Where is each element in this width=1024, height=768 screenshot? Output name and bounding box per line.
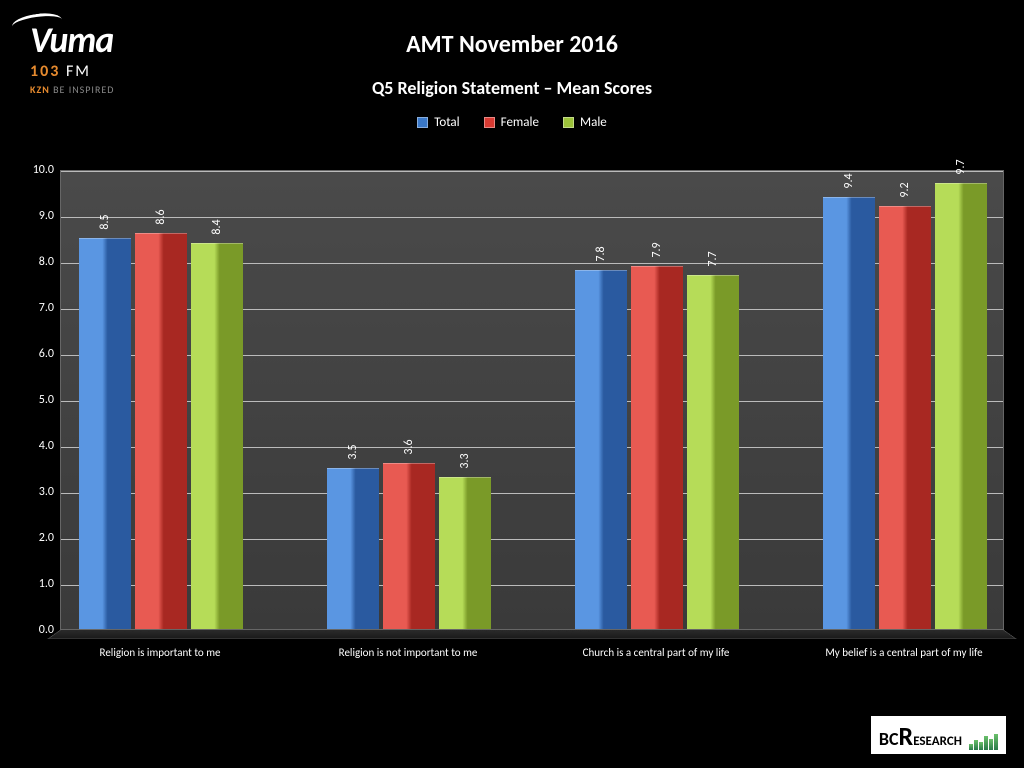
- bar-value-label: 7.7: [705, 246, 720, 272]
- y-tick-label: 4.0: [39, 439, 54, 453]
- bar: 7.8: [575, 270, 627, 629]
- x-category-label: My belief is a central part of my life: [825, 646, 982, 659]
- legend-swatch: [417, 117, 428, 128]
- chart-floor: [47, 630, 1017, 639]
- bar-value-label: 3.3: [457, 448, 472, 474]
- gridline: [61, 171, 1003, 172]
- y-tick-label: 3.0: [39, 485, 54, 499]
- brand-logo: Vuma 103 FM KZN BE INSPIRED: [30, 18, 114, 96]
- bar: 7.7: [687, 275, 739, 629]
- bars-icon: [968, 728, 998, 750]
- legend-label: Male: [580, 115, 607, 130]
- x-axis: Religion is important to me Religion is n…: [60, 646, 1004, 676]
- bar-value-label: 9.4: [841, 168, 856, 194]
- legend-item: Male: [563, 115, 607, 130]
- title-block: AMT November 2016 Q5 Religion Statement …: [0, 0, 1024, 130]
- y-tick-label: 1.0: [39, 577, 54, 591]
- y-tick-label: 6.0: [39, 347, 54, 361]
- bar-value-label: 8.5: [97, 209, 112, 235]
- research-logo: BCRESEARCH: [871, 716, 1006, 754]
- bar: 3.6: [383, 463, 435, 629]
- plot-area: 8.58.68.43.53.63.37.87.97.79.49.29.7: [60, 170, 1004, 630]
- bar: 8.5: [79, 238, 131, 629]
- bar: 9.2: [879, 206, 931, 629]
- legend-swatch: [484, 117, 495, 128]
- x-category-label: Religion is important to me: [100, 646, 221, 659]
- brand-frequency: 103 FM: [30, 62, 114, 81]
- bar: 8.6: [135, 233, 187, 629]
- y-tick-label: 8.0: [39, 255, 54, 269]
- bar: 9.4: [823, 197, 875, 629]
- legend-item: Female: [484, 115, 539, 130]
- legend-swatch: [563, 117, 574, 128]
- bar: 8.4: [191, 243, 243, 629]
- bar-value-label: 3.6: [401, 434, 416, 460]
- bar-value-label: 9.2: [897, 177, 912, 203]
- bar: 3.3: [439, 477, 491, 629]
- bar-value-label: 7.8: [593, 241, 608, 267]
- legend-label: Female: [501, 115, 539, 130]
- legend-label: Total: [434, 115, 459, 130]
- legend-item: Total: [417, 115, 459, 130]
- brand-tagline: KZN BE INSPIRED: [30, 83, 114, 96]
- y-tick-label: 7.0: [39, 301, 54, 315]
- y-axis: 0.01.02.03.04.05.06.07.08.09.010.0: [20, 170, 60, 630]
- chart-legend: Total Female Male: [0, 115, 1024, 130]
- page-title: AMT November 2016: [0, 30, 1024, 59]
- bar-value-label: 9.7: [953, 154, 968, 180]
- chart: 0.01.02.03.04.05.06.07.08.09.010.0 8.58.…: [20, 170, 1004, 670]
- bar-value-label: 8.6: [153, 204, 168, 230]
- page-subtitle: Q5 Religion Statement – Mean Scores: [0, 77, 1024, 99]
- bar: 9.7: [935, 183, 987, 629]
- bar: 3.5: [327, 468, 379, 629]
- y-tick-label: 5.0: [39, 393, 54, 407]
- y-tick-label: 10.0: [33, 163, 54, 177]
- x-category-label: Church is a central part of my life: [583, 646, 730, 659]
- bar: 7.9: [631, 266, 683, 629]
- x-category-label: Religion is not important to me: [339, 646, 478, 659]
- y-tick-label: 2.0: [39, 531, 54, 545]
- bar-value-label: 7.9: [649, 237, 664, 263]
- bar-value-label: 3.5: [345, 439, 360, 465]
- bar-value-label: 8.4: [209, 214, 224, 240]
- y-tick-label: 9.0: [39, 209, 54, 223]
